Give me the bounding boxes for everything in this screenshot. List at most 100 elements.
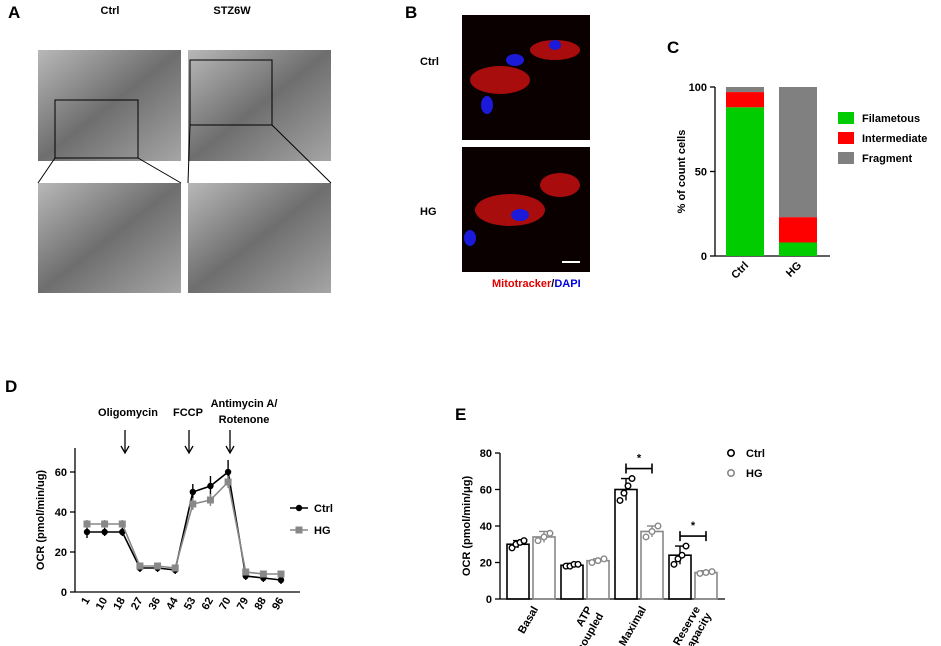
bar	[614, 488, 638, 600]
y-tick-label: 60	[480, 485, 492, 497]
marker	[83, 528, 91, 536]
micrograph	[188, 183, 331, 293]
x-tick-label: 53	[182, 596, 199, 613]
marker	[101, 520, 109, 528]
y-tick-label: 0	[486, 594, 492, 606]
significance-bracket	[679, 531, 707, 542]
data-point	[540, 533, 548, 541]
zoom-box	[189, 59, 273, 126]
marker	[101, 528, 108, 536]
y-tick-label: 0	[61, 587, 67, 599]
bar	[640, 530, 664, 600]
data-point	[574, 560, 582, 568]
y-tick-label: 40	[55, 507, 67, 519]
legend-swatch	[838, 112, 854, 124]
data-point	[648, 527, 656, 535]
column-header: Ctrl	[101, 5, 120, 17]
x-tick-label-group: ATP-coupled	[573, 605, 606, 646]
legend-label: Ctrl	[314, 503, 333, 515]
y-tick-label: 60	[55, 467, 67, 479]
data-point	[702, 569, 710, 577]
bar	[586, 559, 610, 600]
annotation: Antimycin A/	[211, 398, 278, 410]
x-tick-label: 1	[79, 596, 92, 607]
significance-label: *	[691, 520, 696, 532]
legend-label: Intermediate	[862, 133, 927, 145]
x-tick-label: 88	[252, 596, 269, 613]
arrow-head	[184, 445, 194, 455]
caption-part: Mitotracker	[492, 278, 552, 290]
arrow-head	[120, 445, 130, 455]
marker	[206, 496, 214, 504]
marker	[189, 488, 197, 496]
panel-label: A	[8, 3, 20, 22]
marker	[242, 568, 250, 576]
panel-label: B	[405, 3, 417, 22]
bar	[532, 536, 556, 600]
caption-part: /	[551, 278, 554, 290]
y-tick-label: 20	[55, 547, 67, 559]
marker	[154, 562, 162, 570]
data-point	[642, 533, 650, 541]
marker	[171, 564, 179, 572]
data-point	[678, 551, 686, 559]
y-tick-label: 100	[689, 82, 707, 94]
marker	[136, 562, 144, 570]
panel-label: E	[455, 405, 466, 424]
data-point	[620, 489, 628, 497]
marker	[224, 478, 232, 486]
data-point	[628, 475, 636, 483]
legend-label: HG	[746, 468, 763, 480]
bar-segment	[726, 87, 764, 93]
marker	[259, 570, 267, 578]
data-point	[546, 529, 554, 537]
legend-swatch	[838, 132, 854, 144]
bar-segment	[726, 92, 764, 108]
marker	[118, 520, 126, 528]
micrograph	[38, 183, 181, 293]
caption: Mitotracker/DAPI	[492, 278, 581, 290]
data-point	[588, 559, 596, 567]
arrow-head	[225, 445, 235, 455]
zoom-line	[37, 157, 56, 184]
y-tick-label: 80	[480, 448, 492, 460]
significance-bracket	[625, 463, 653, 474]
legend-label: HG	[314, 525, 331, 537]
y-tick-label: 0	[701, 251, 707, 263]
line	[87, 470, 282, 581]
x-tick-label: Maximal	[617, 605, 649, 646]
nuclei	[464, 40, 561, 246]
data-point	[708, 568, 716, 576]
x-tick-label: 96	[270, 596, 287, 613]
data-point	[534, 537, 542, 545]
legend-marker	[295, 504, 303, 512]
data-point	[520, 537, 528, 545]
x-tick-label: 62	[200, 596, 217, 613]
row-label: Ctrl	[420, 56, 439, 68]
data-point	[616, 496, 624, 504]
zoom-line	[271, 124, 332, 184]
marker	[277, 576, 285, 584]
bar-segment	[726, 107, 764, 256]
legend-marker	[295, 526, 303, 534]
micrograph	[38, 50, 181, 161]
legend-label: Filametous	[862, 113, 920, 125]
column-header: STZ6W	[213, 5, 251, 17]
data-point	[600, 555, 608, 563]
bar-segment	[779, 217, 817, 243]
data-point	[696, 569, 704, 577]
y-tick-label: 50	[695, 167, 707, 179]
marker	[207, 482, 214, 490]
data-point	[670, 560, 678, 568]
bar	[560, 564, 584, 600]
x-tick-label: 70	[217, 596, 234, 613]
y-axis-label: % of count cells	[676, 130, 688, 214]
y-axis-label: OCR (pmol/min/ug)	[35, 470, 47, 571]
panel-label: C	[667, 38, 679, 57]
legend-marker	[726, 448, 735, 457]
data-point	[682, 542, 690, 550]
zoom-line	[187, 124, 191, 184]
y-tick-label: 40	[480, 521, 492, 533]
